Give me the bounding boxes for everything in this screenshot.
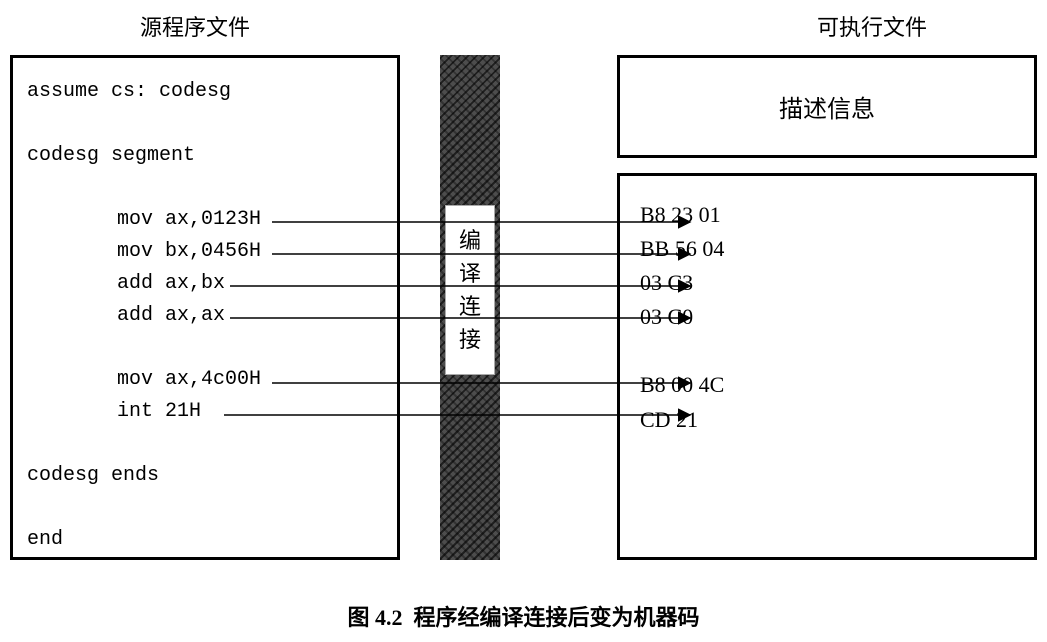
source-line: add ax,ax: [117, 300, 383, 332]
source-line: int 21H: [117, 396, 383, 428]
executable-title: 可执行文件: [817, 10, 927, 42]
source-line: mov ax,0123H: [117, 204, 383, 236]
label-char: 译: [459, 257, 481, 290]
figure-caption: 图 4.2 程序经编译连接后变为机器码: [10, 600, 1037, 632]
source-line: [27, 428, 383, 460]
caption-prefix: 图 4.2: [347, 605, 402, 630]
source-line: add ax,bx: [117, 268, 383, 300]
executable-file-box: 描述信息 B8 23 01BB 56 0403 C303 C0 B8 00 4C…: [617, 55, 1037, 560]
machine-code-box: B8 23 01BB 56 0403 C303 C0 B8 00 4CCD 21: [617, 173, 1037, 560]
source-line: assume cs: codesg: [27, 76, 383, 108]
source-line: [27, 172, 383, 204]
source-line: [27, 492, 383, 524]
source-line: [27, 332, 383, 364]
hex-line: [640, 334, 1014, 368]
hex-line: B8 00 4C: [640, 368, 1014, 402]
label-char: 接: [459, 323, 481, 356]
caption-text: 程序经编译连接后变为机器码: [414, 605, 700, 630]
hex-line: B8 23 01: [640, 198, 1014, 232]
hex-line: BB 56 04: [640, 232, 1014, 266]
source-file-box: assume cs: codesg codesg segment mov ax,…: [10, 55, 400, 560]
source-line: codesg segment: [27, 140, 383, 172]
hex-line: 03 C3: [640, 266, 1014, 300]
label-char: 编: [459, 224, 481, 257]
source-title: 源程序文件: [140, 10, 250, 42]
description-label: 描述信息: [779, 89, 875, 124]
label-char: 连: [459, 290, 481, 323]
description-box: 描述信息: [617, 55, 1037, 158]
source-line: mov ax,4c00H: [117, 364, 383, 396]
source-line: mov bx,0456H: [117, 236, 383, 268]
source-line: codesg ends: [27, 460, 383, 492]
compile-link-label: 编 译 连 接: [445, 205, 495, 375]
hex-line: 03 C0: [640, 300, 1014, 334]
compile-link-diagram: 源程序文件 可执行文件 assume cs: codesg codesg seg…: [10, 10, 1037, 632]
source-line: [27, 108, 383, 140]
source-line: end: [27, 524, 383, 556]
hex-line: CD 21: [640, 403, 1014, 437]
